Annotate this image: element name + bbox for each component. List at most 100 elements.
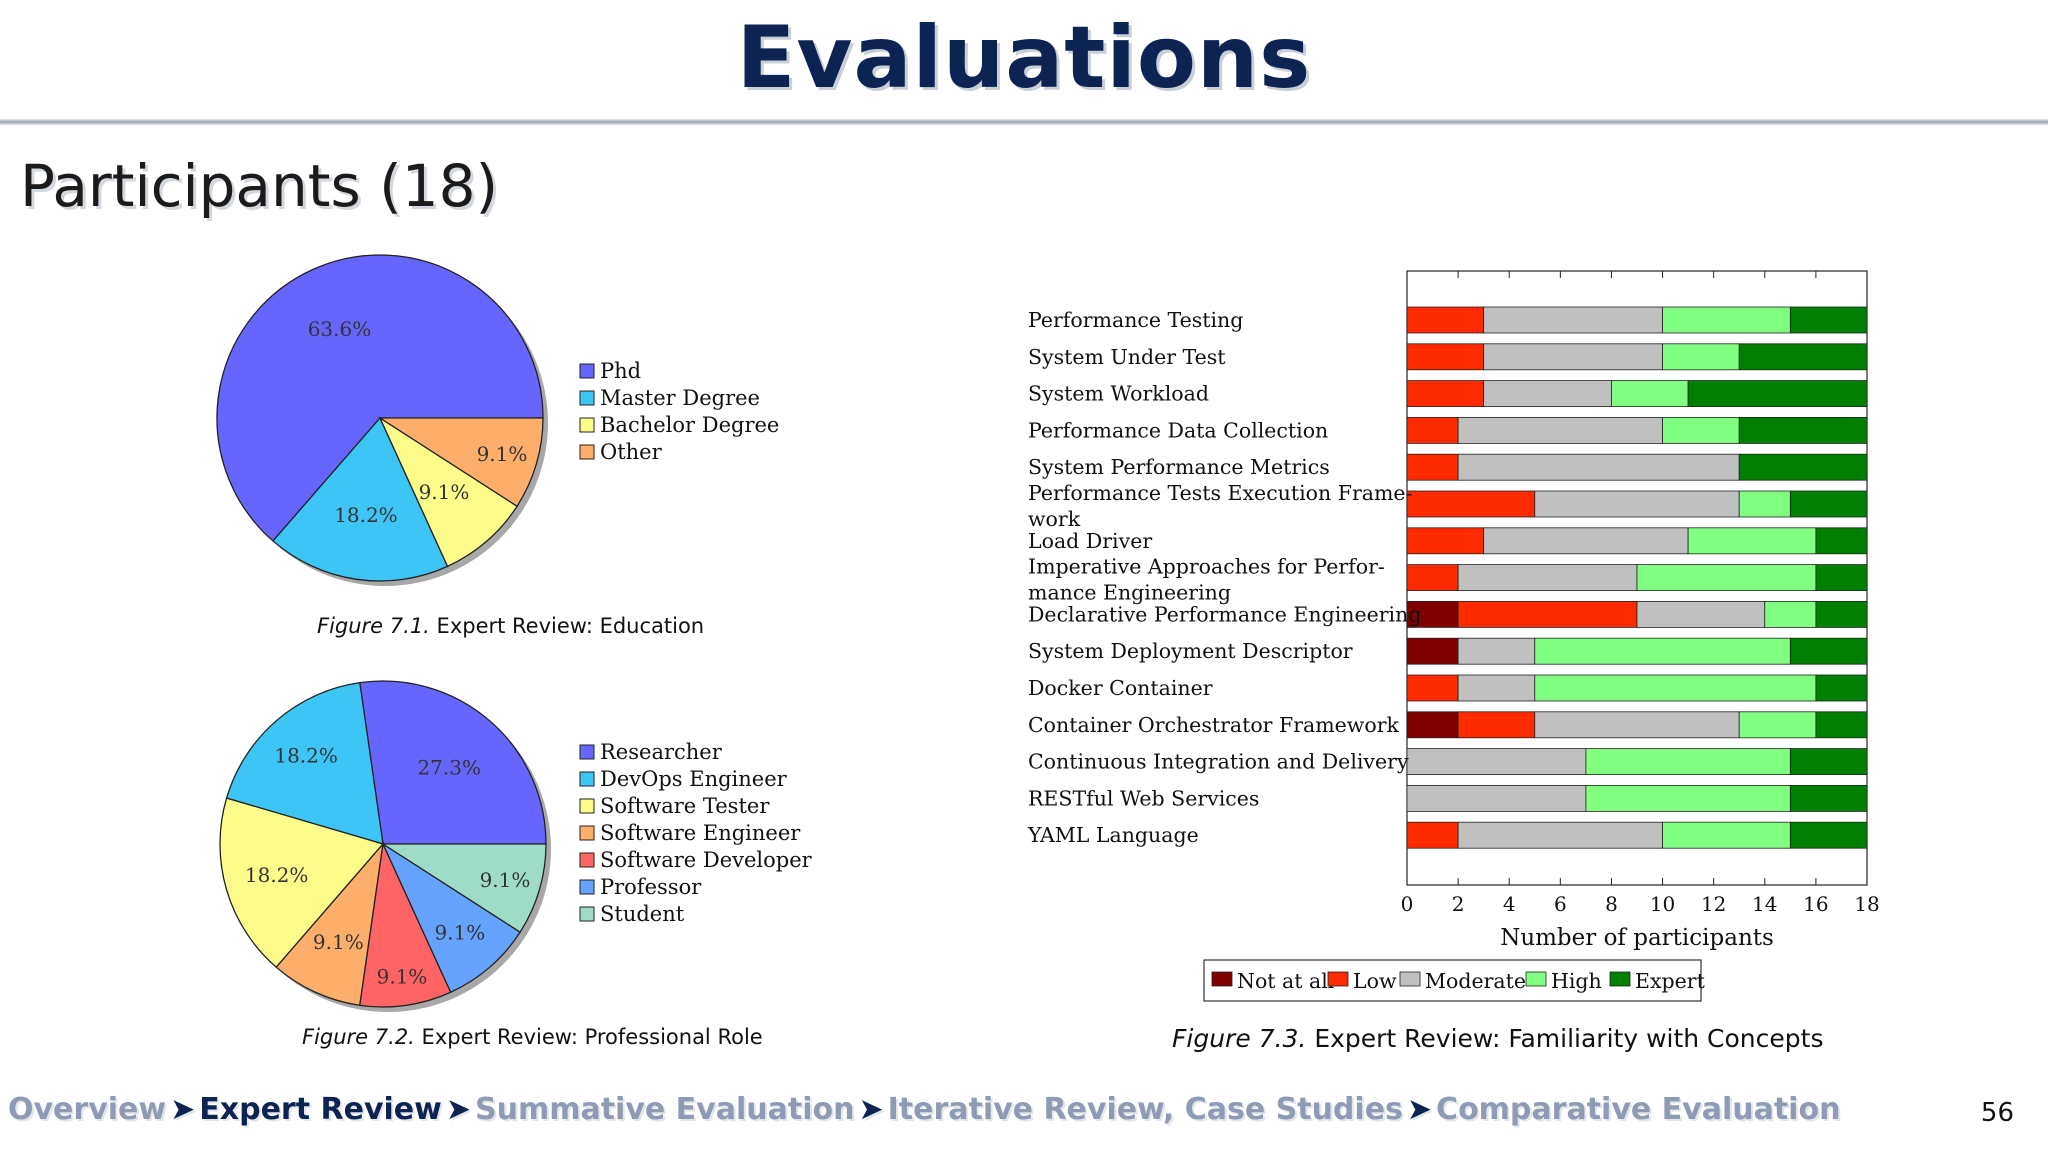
pie-slice	[219, 797, 385, 969]
pie-slice-label: 18.2%	[334, 503, 398, 527]
category-label: RESTful Web Services	[1028, 786, 1259, 810]
x-tick-label: 14	[1752, 892, 1777, 916]
pie-slice	[272, 416, 449, 582]
legend-entry: Student	[600, 902, 685, 926]
legend-entry: Phd	[600, 359, 641, 383]
category-label: Performance Testing	[1028, 308, 1243, 332]
category-label: Continuous Integration and Delivery	[1028, 750, 1409, 774]
bar-segment	[1738, 343, 1868, 371]
legend-swatch	[579, 744, 595, 760]
figure-caption-text: Expert Review: Familiarity with Concepts	[1314, 1024, 1824, 1053]
legend-entry: Low	[1353, 969, 1397, 993]
category-label: Load Driver	[1028, 529, 1152, 553]
bar-segment	[1406, 416, 1459, 444]
bar-segment	[1662, 343, 1740, 371]
x-tick-label: 2	[1452, 892, 1465, 916]
category-label: System Performance Metrics	[1028, 455, 1330, 479]
pie-slice-label: 9.1%	[419, 480, 470, 504]
bar-segment	[1815, 527, 1868, 555]
category-label: Performance Tests Execution Frame-work	[1028, 481, 1413, 531]
bar-segment	[1789, 821, 1868, 849]
bar-segment	[1534, 674, 1817, 702]
bar-segment	[1789, 637, 1868, 665]
figure-number: Figure 7.2.	[302, 1025, 415, 1049]
bar-segment	[1636, 564, 1817, 591]
pie-slice	[225, 681, 384, 845]
slide-subtitle: Participants (18)	[20, 152, 499, 220]
legend-swatch	[1327, 971, 1349, 987]
legend-swatch	[1609, 971, 1631, 987]
legend-swatch	[1211, 971, 1233, 987]
breadcrumb-nav: Overview ➤ Expert Review ➤ Summative Evaluat…	[8, 1092, 1840, 1127]
legend-swatch	[579, 444, 595, 460]
pie-slice-label: 9.1%	[313, 930, 364, 954]
pie-slice-label: 9.1%	[377, 964, 428, 988]
bar-segment	[1406, 490, 1536, 518]
pie-slice	[216, 254, 544, 542]
bar-segment	[1406, 711, 1459, 739]
category-label-line: work	[1028, 507, 1081, 531]
bar-segment	[1789, 306, 1868, 334]
category-label: YAML Language	[1027, 823, 1199, 847]
bar-segment	[1611, 380, 1689, 408]
legend-entry: Software Tester	[600, 794, 770, 818]
bar-segment	[1585, 785, 1791, 812]
bar-segment	[1406, 748, 1587, 775]
bar-segment	[1406, 637, 1459, 665]
category-label: Container Orchestrator Framework	[1028, 713, 1399, 737]
breadcrumb-separator-icon: ➤	[170, 1092, 196, 1127]
bar-segment	[1483, 527, 1689, 555]
figure-number: Figure 7.3.	[1172, 1024, 1307, 1053]
bar-segment	[1738, 490, 1791, 518]
legend-swatch	[579, 363, 595, 379]
bar-segment	[1483, 343, 1663, 371]
breadcrumb-item[interactable]: Expert Review	[199, 1092, 442, 1127]
legend-swatch	[579, 390, 595, 406]
breadcrumb-item[interactable]: Comparative Evaluation	[1436, 1092, 1841, 1127]
bar-segment	[1789, 490, 1868, 518]
pie-slice	[275, 841, 384, 1007]
bar-segment	[1457, 564, 1638, 591]
bar-segment	[1534, 711, 1740, 739]
breadcrumb-item[interactable]: Summative Evaluation	[474, 1092, 855, 1127]
legend-swatch	[579, 798, 595, 814]
bar-segment	[1738, 416, 1868, 444]
bar-segment	[1457, 821, 1663, 849]
bar-segment	[1483, 380, 1612, 408]
figure-caption-education: Figure 7.1. Expert Review: Education	[317, 614, 704, 638]
category-label: Declarative Performance Engineering	[1028, 602, 1421, 626]
bar-segment	[1406, 821, 1459, 849]
breadcrumb-separator-icon: ➤	[1406, 1092, 1433, 1127]
breadcrumb-item[interactable]: Overview	[8, 1092, 167, 1127]
x-tick-label: 0	[1401, 892, 1414, 916]
x-tick-label: 4	[1503, 892, 1516, 916]
bar-segment	[1406, 453, 1459, 481]
bar-segment	[1406, 785, 1587, 812]
figure-caption-text: Expert Review: Education	[436, 614, 705, 638]
pie-slice-label: 27.3%	[417, 756, 481, 780]
legend-entry: Researcher	[600, 740, 723, 764]
legend-entry: Master Degree	[600, 386, 760, 410]
page-number: 56	[1980, 1098, 2014, 1128]
x-tick-label: 16	[1803, 892, 1828, 916]
bar-segment	[1406, 306, 1485, 334]
bar-segment	[1815, 564, 1868, 591]
bar-segment	[1687, 380, 1868, 408]
legend-entry: Other	[600, 440, 663, 464]
pie-chart: 63.6% 18.2% 9.1% 9.1% Phd Master Degree Bachel…	[216, 254, 779, 586]
legend-entry: Professor	[600, 875, 702, 899]
category-label: Imperative Approaches for Perfor-mance E…	[1028, 555, 1385, 605]
figure-caption-professional-role: Figure 7.2. Expert Review: Professional …	[302, 1025, 763, 1049]
legend-swatch	[579, 417, 595, 433]
category-label: System Deployment Descriptor	[1028, 639, 1353, 663]
bar-segment	[1406, 674, 1459, 702]
bar-segment	[1815, 601, 1868, 628]
bar-segment	[1789, 785, 1868, 812]
category-label: System Workload	[1028, 382, 1209, 406]
bar-segment	[1457, 674, 1536, 702]
breadcrumb-item[interactable]: Iterative Review, Case Studies	[887, 1092, 1403, 1127]
bar-segment	[1457, 416, 1663, 444]
legend-swatch	[579, 825, 595, 841]
legend-swatch	[579, 906, 595, 922]
